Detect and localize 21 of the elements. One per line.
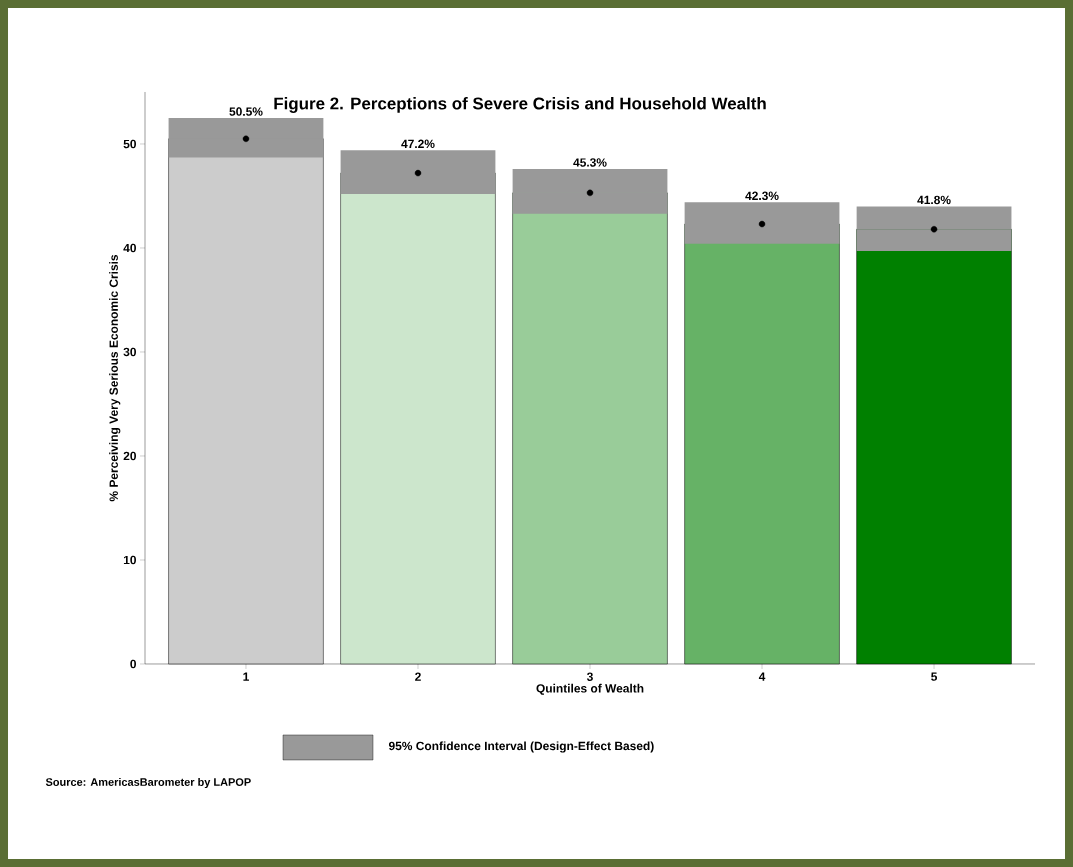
y-tick-label: 10: [123, 555, 136, 565]
data-label: 41.8%: [917, 195, 951, 205]
y-tick-label: 40: [123, 243, 136, 253]
x-tick-label: 5: [931, 672, 938, 681]
chart-title: Figure 2. Perceptions of Severe Crisis and Household Wealth: [274, 97, 766, 113]
x-tick-label: 3: [586, 672, 593, 681]
y-tick-label: 20: [123, 451, 136, 461]
data-label: 42.3%: [745, 191, 779, 201]
y-axis-title: % Perceiving Very Serious Economic Crisis: [109, 254, 121, 502]
x-tick-label: 4: [758, 672, 766, 681]
x-tick-label: 2: [415, 672, 421, 681]
y-tick-label: 0: [130, 659, 136, 669]
y-tick-label: 50: [123, 139, 136, 149]
data-label: 50.5%: [229, 107, 263, 116]
text: 95% Confidence Interval (Design-Effect Based): [388, 741, 654, 753]
data-label: 45.3%: [573, 158, 607, 167]
data-label: 47.2%: [401, 139, 435, 149]
x-tick-label: 1: [243, 672, 249, 681]
y-tick-label: 30: [123, 347, 136, 357]
source-note: Source: AmericasBarometer by LAPOP: [45, 777, 251, 789]
x-axis-title: Quintiles of Wealth: [536, 683, 644, 695]
